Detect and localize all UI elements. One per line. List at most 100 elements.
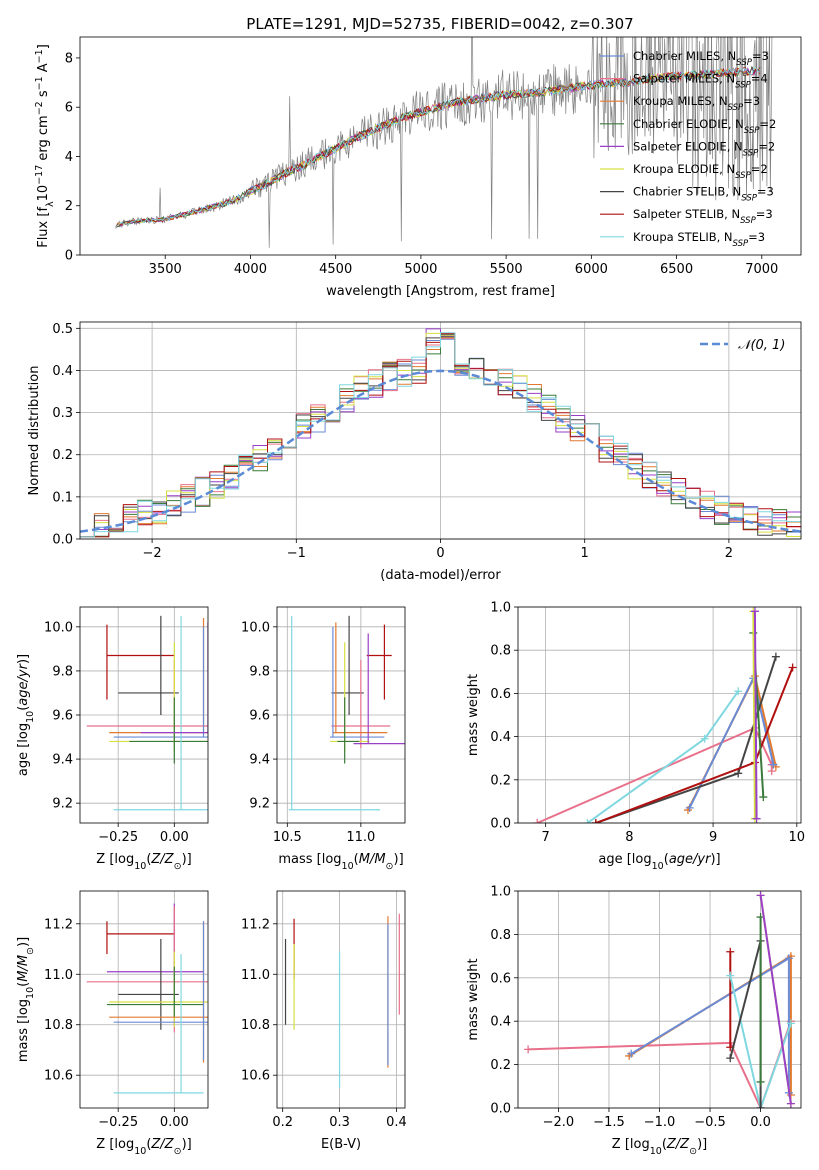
x-axis-label: (data-model)/error bbox=[380, 568, 501, 583]
x-tick-label: −0.25 bbox=[98, 1115, 138, 1130]
series-marker bbox=[726, 971, 735, 980]
axes-frame bbox=[79, 606, 209, 824]
plot-area bbox=[533, 607, 797, 823]
x-tick-label: 6000 bbox=[575, 262, 608, 277]
axes-frame bbox=[276, 606, 406, 824]
y-tick-label: 9.6 bbox=[249, 709, 270, 724]
y-axis-label: mass [log10(M/M⊙)] bbox=[16, 937, 36, 1062]
y-tick-label: 11.2 bbox=[44, 917, 73, 932]
x-tick-label: 3500 bbox=[149, 262, 182, 277]
x-tick-label: −2.0 bbox=[543, 1115, 575, 1130]
x-tick-label: 4500 bbox=[319, 262, 352, 277]
y-tick-label: 6 bbox=[65, 101, 73, 116]
x-tick-label: −2 bbox=[143, 546, 162, 561]
y-tick-label: 11.2 bbox=[241, 917, 270, 932]
series-marker bbox=[752, 814, 761, 823]
y-tick-label: 11.0 bbox=[241, 968, 270, 983]
y-tick-label: 0.5 bbox=[52, 322, 73, 337]
x-tick-label: 5000 bbox=[404, 262, 437, 277]
legend-label-kroupa-stelib: Kroupa STELIB, NSSP=3 bbox=[633, 230, 765, 249]
errorbar-chabrier-elodie bbox=[337, 697, 360, 764]
y-tick-label: 0.6 bbox=[490, 971, 511, 986]
y-tick-label: 4 bbox=[65, 150, 73, 165]
series-marker bbox=[734, 769, 743, 778]
x-tick-label: 0.0 bbox=[750, 1115, 771, 1130]
y-axis-label: mass weight bbox=[466, 958, 481, 1040]
plot-area bbox=[288, 615, 405, 811]
x-tick-label: 0.2 bbox=[272, 1115, 293, 1130]
y-tick-label: 10.6 bbox=[44, 1069, 73, 1084]
series-marker bbox=[788, 663, 797, 672]
axes-frame bbox=[276, 890, 406, 1109]
model-spectrum-kroupa-elodie bbox=[115, 66, 761, 228]
errorbar-salpeter-miles bbox=[331, 659, 391, 749]
series-marker bbox=[756, 1077, 765, 1086]
series-marker bbox=[769, 760, 778, 769]
y-tick-label: 9.2 bbox=[52, 797, 73, 812]
x-tick-label: 2 bbox=[725, 546, 733, 561]
series-marker bbox=[771, 652, 780, 661]
x-tick-label: 5500 bbox=[490, 262, 523, 277]
x-axis-label: age [log10(age/yr)] bbox=[598, 852, 720, 872]
y-tick-label: 9.2 bbox=[249, 797, 270, 812]
legend-label-chabrier-elodie: Chabrier ELODIE, NSSP=2 bbox=[633, 117, 776, 136]
y-tick-label: 0.0 bbox=[490, 817, 511, 832]
age-vs-mass-panel: 10.5 11.0 9.2 9.4 9.6 9.8 10.0 mass [log10(M/M⊙… bbox=[241, 606, 406, 872]
plot-area bbox=[284, 913, 400, 1088]
legend-label-chabrier-stelib: Chabrier STELIB, NSSP=3 bbox=[633, 185, 774, 204]
y-axis-label: Flux [fλ10−17 erg cm−2 s−1 A−1] bbox=[34, 44, 56, 248]
series-line bbox=[753, 611, 758, 819]
x-tick-label: 7000 bbox=[745, 262, 778, 277]
x-axis-label: wavelength [Angstrom, rest frame] bbox=[326, 284, 555, 299]
y-tick-label: 0.4 bbox=[52, 364, 73, 379]
y-tick-label: 0.0 bbox=[52, 533, 73, 548]
y-axis-label: Normed distribution bbox=[27, 366, 42, 496]
y-tick-label: 10.8 bbox=[44, 1018, 73, 1033]
model-spectrum-kroupa-stelib bbox=[115, 66, 761, 228]
series-salpeter-stelib bbox=[726, 947, 735, 1052]
figure-title: PLATE=1291, MJD=52735, FIBERID=0042, z=0… bbox=[246, 15, 633, 33]
plot-area bbox=[115, 37, 773, 248]
x-axis-label: Z [log10(Z/Z⊙)] bbox=[612, 1137, 707, 1157]
x-tick-label: 1 bbox=[581, 546, 589, 561]
series-marker bbox=[756, 1104, 765, 1108]
normal-curve bbox=[80, 369, 801, 533]
errorbar-salpeter-elodie bbox=[140, 622, 208, 734]
y-axis-label: age [log10(age/yr)] bbox=[16, 654, 36, 776]
y-tick-label: 0.4 bbox=[490, 730, 511, 745]
axes-frame bbox=[79, 36, 802, 256]
errorbar-chabrier-miles bbox=[113, 626, 208, 738]
plot-area bbox=[80, 328, 801, 538]
errorbar-salpeter-stelib bbox=[366, 624, 392, 700]
axes-frame bbox=[79, 321, 802, 540]
legend-label-kroupa-miles: Kroupa MILES, NSSP=3 bbox=[633, 94, 760, 113]
series-marker bbox=[734, 687, 743, 696]
y-tick-label: 8 bbox=[65, 51, 73, 66]
y-tick-label: 9.8 bbox=[52, 664, 73, 679]
legend-label-kroupa-elodie: Kroupa ELODIE, NSSP=2 bbox=[633, 162, 768, 181]
y-tick-label: 2 bbox=[65, 199, 73, 214]
series-marker bbox=[726, 1054, 735, 1063]
x-tick-label: −0.25 bbox=[98, 830, 138, 845]
x-tick-label: 0.3 bbox=[329, 1115, 350, 1130]
mass-weight-vs-age-panel: 7 8 9 10 0.0 0.2 0.4 0.6 0.8 1.0 age [log10(age/yr… bbox=[466, 601, 805, 872]
y-tick-label: 10.0 bbox=[44, 620, 73, 635]
series-marker bbox=[627, 1049, 636, 1058]
errorbar-kroupa-stelib bbox=[288, 615, 380, 811]
y-tick-label: 0.0 bbox=[490, 1102, 511, 1117]
y-tick-label: 9.8 bbox=[249, 664, 270, 679]
errorbar-kroupa-stelib bbox=[113, 615, 208, 811]
series-marker bbox=[756, 891, 765, 900]
series-marker bbox=[786, 1099, 795, 1108]
y-tick-label: 10.6 bbox=[241, 1069, 270, 1084]
y-tick-label: 0.2 bbox=[490, 773, 511, 788]
y-tick-label: 10.0 bbox=[241, 620, 270, 635]
series-marker bbox=[759, 793, 768, 802]
errorbar-salpeter-stelib bbox=[106, 921, 175, 955]
y-tick-label: 0.8 bbox=[490, 644, 511, 659]
series-marker bbox=[786, 1019, 795, 1028]
series-marker bbox=[524, 1045, 533, 1054]
mass-vs-metallicity-panel: −0.25 0.00 10.6 10.8 11.0 11.2 Z [log10(Z/Z⊙)]… bbox=[16, 890, 209, 1157]
axes-frame bbox=[517, 606, 802, 824]
